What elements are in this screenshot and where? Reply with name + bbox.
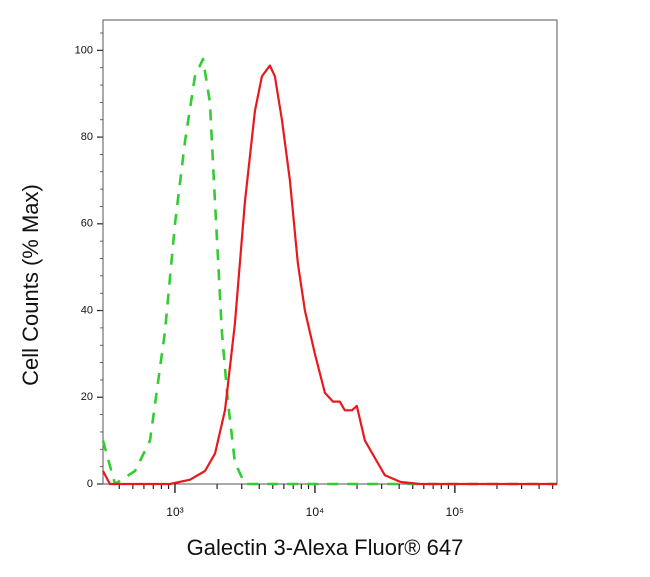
y-tick-label: 40 xyxy=(81,304,93,316)
y-tick-label: 80 xyxy=(81,131,93,143)
histogram-line xyxy=(101,57,557,486)
y-tick-label: 60 xyxy=(81,218,93,230)
x-tick-label: 10³ xyxy=(166,505,183,519)
histogram-line xyxy=(102,64,557,486)
y-tick-label: 100 xyxy=(75,44,93,56)
y-tick-label: 20 xyxy=(81,391,93,403)
x-tick-label: 10⁵ xyxy=(446,505,464,519)
plot-frame xyxy=(102,19,558,485)
x-axis-label: Galectin 3-Alexa Fluor® 647 xyxy=(187,535,464,560)
x-tick-label: 10⁴ xyxy=(306,505,325,519)
y-tick-label: 0 xyxy=(87,478,93,490)
y-axis-label: Cell Counts (% Max) xyxy=(18,184,43,386)
